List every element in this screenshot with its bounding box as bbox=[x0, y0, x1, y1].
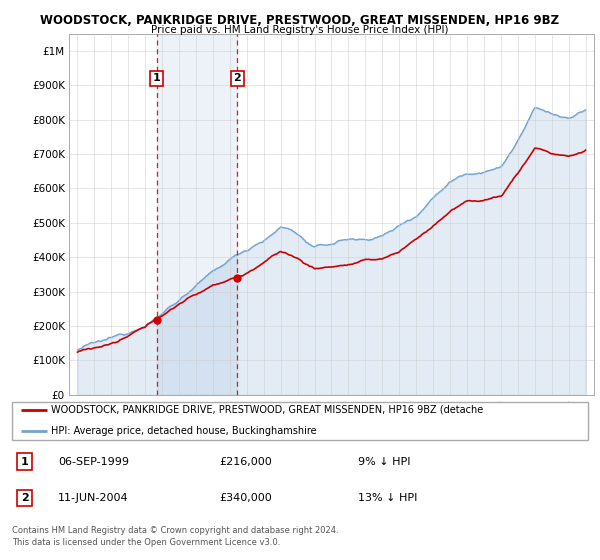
Bar bbox=[157, 34, 238, 395]
Text: 2: 2 bbox=[233, 73, 241, 83]
Text: 2: 2 bbox=[20, 493, 28, 503]
Text: Price paid vs. HM Land Registry's House Price Index (HPI): Price paid vs. HM Land Registry's House … bbox=[151, 25, 449, 35]
Text: WOODSTOCK, PANKRIDGE DRIVE, PRESTWOOD, GREAT MISSENDEN, HP16 9BZ (detache: WOODSTOCK, PANKRIDGE DRIVE, PRESTWOOD, G… bbox=[51, 405, 484, 415]
Text: £340,000: £340,000 bbox=[220, 493, 272, 503]
FancyBboxPatch shape bbox=[12, 402, 588, 440]
Text: £216,000: £216,000 bbox=[220, 457, 272, 466]
Text: HPI: Average price, detached house, Buckinghamshire: HPI: Average price, detached house, Buck… bbox=[51, 426, 317, 436]
Text: 1: 1 bbox=[20, 457, 28, 466]
Text: This data is licensed under the Open Government Licence v3.0.: This data is licensed under the Open Gov… bbox=[12, 538, 280, 547]
Text: 9% ↓ HPI: 9% ↓ HPI bbox=[358, 457, 410, 466]
Text: WOODSTOCK, PANKRIDGE DRIVE, PRESTWOOD, GREAT MISSENDEN, HP16 9BZ: WOODSTOCK, PANKRIDGE DRIVE, PRESTWOOD, G… bbox=[40, 14, 560, 27]
Text: 13% ↓ HPI: 13% ↓ HPI bbox=[358, 493, 417, 503]
Text: 1: 1 bbox=[152, 73, 160, 83]
Text: 11-JUN-2004: 11-JUN-2004 bbox=[58, 493, 129, 503]
Text: 06-SEP-1999: 06-SEP-1999 bbox=[58, 457, 129, 466]
Text: Contains HM Land Registry data © Crown copyright and database right 2024.: Contains HM Land Registry data © Crown c… bbox=[12, 526, 338, 535]
